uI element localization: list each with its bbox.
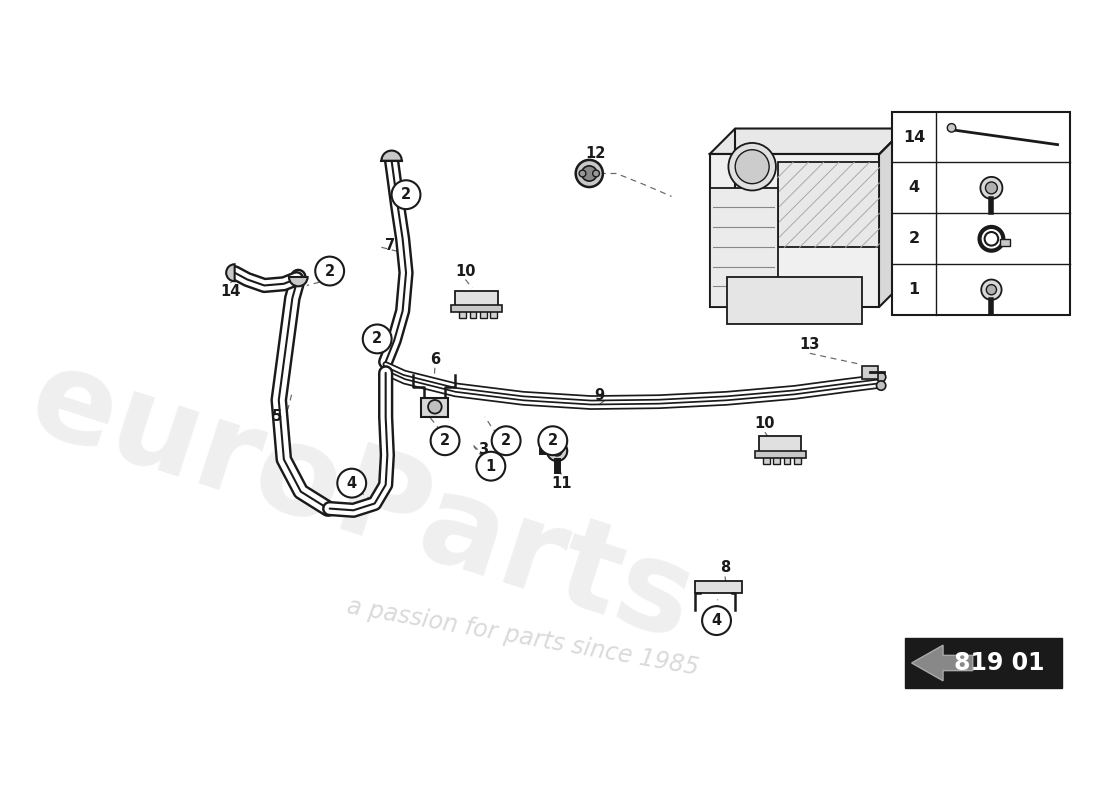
Text: 1: 1: [486, 458, 496, 474]
Circle shape: [735, 150, 769, 184]
Bar: [755, 451, 805, 458]
Text: 2: 2: [372, 331, 382, 346]
Text: 2: 2: [909, 231, 920, 246]
Circle shape: [430, 426, 460, 455]
Bar: [695, 581, 743, 594]
Wedge shape: [289, 277, 308, 286]
Bar: [451, 305, 502, 312]
Polygon shape: [912, 645, 972, 681]
Circle shape: [575, 160, 603, 187]
Polygon shape: [879, 129, 905, 306]
Text: 9: 9: [594, 388, 605, 403]
Text: 5: 5: [272, 410, 283, 425]
Text: 6: 6: [430, 352, 440, 366]
Bar: [773, 452, 780, 464]
Bar: [783, 452, 790, 464]
Circle shape: [492, 426, 520, 455]
Circle shape: [538, 426, 568, 455]
Circle shape: [877, 381, 886, 390]
Circle shape: [547, 441, 568, 461]
Text: a passion for parts since 1985: a passion for parts since 1985: [345, 594, 701, 680]
Bar: [490, 306, 497, 318]
Bar: [905, 638, 1062, 689]
Text: 11: 11: [551, 476, 572, 490]
Text: 3: 3: [478, 442, 488, 457]
Circle shape: [986, 182, 998, 194]
Text: 4: 4: [346, 476, 356, 490]
Text: euroParts: euroParts: [15, 338, 708, 666]
Circle shape: [476, 452, 505, 481]
Wedge shape: [382, 150, 402, 161]
Circle shape: [363, 325, 392, 354]
Circle shape: [582, 166, 597, 181]
Circle shape: [877, 373, 886, 382]
Text: 14: 14: [220, 284, 241, 299]
Circle shape: [579, 170, 586, 177]
Text: 8: 8: [719, 561, 730, 575]
Circle shape: [552, 446, 562, 456]
Circle shape: [980, 177, 1002, 199]
Circle shape: [392, 180, 420, 209]
Text: 819 01: 819 01: [954, 651, 1044, 675]
Bar: [892, 111, 1070, 315]
Circle shape: [984, 232, 998, 246]
Bar: [1000, 239, 1010, 246]
Bar: [862, 366, 878, 378]
Wedge shape: [227, 264, 234, 282]
Circle shape: [728, 143, 776, 190]
Circle shape: [338, 469, 366, 498]
Polygon shape: [710, 129, 905, 154]
Text: 4: 4: [712, 613, 722, 628]
Text: 2: 2: [502, 434, 512, 448]
Text: 10: 10: [755, 416, 775, 431]
Bar: [759, 437, 802, 455]
Circle shape: [316, 257, 344, 286]
Bar: [480, 306, 486, 318]
Text: 7: 7: [385, 238, 395, 253]
Circle shape: [981, 279, 1002, 300]
Circle shape: [702, 606, 732, 635]
Text: 2: 2: [440, 434, 450, 448]
Bar: [794, 452, 801, 464]
Bar: [727, 277, 862, 324]
Text: 2: 2: [324, 263, 334, 278]
Bar: [778, 162, 879, 247]
Text: 10: 10: [455, 263, 475, 278]
Circle shape: [987, 285, 997, 295]
Text: 2: 2: [402, 187, 411, 202]
Text: 2: 2: [548, 434, 558, 448]
Bar: [460, 306, 466, 318]
Circle shape: [593, 170, 600, 177]
Bar: [710, 188, 778, 306]
Bar: [470, 306, 476, 318]
Circle shape: [428, 400, 442, 414]
Circle shape: [947, 123, 956, 132]
Text: 4: 4: [909, 181, 920, 195]
Text: 14: 14: [903, 130, 925, 145]
Bar: [763, 452, 770, 464]
Bar: [710, 154, 879, 306]
Text: 1: 1: [909, 282, 920, 298]
Text: 12: 12: [585, 146, 605, 162]
Bar: [455, 290, 497, 310]
Bar: [421, 398, 449, 417]
Text: 13: 13: [800, 338, 820, 352]
